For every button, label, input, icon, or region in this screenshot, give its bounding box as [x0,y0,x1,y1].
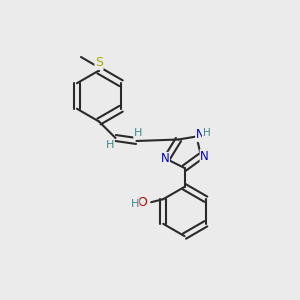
Text: H: H [202,128,210,138]
Text: O: O [137,196,147,209]
Text: H: H [134,128,142,139]
Text: H: H [130,199,139,209]
Text: N: N [196,128,205,142]
Text: S: S [95,56,103,70]
Text: N: N [200,149,209,163]
Text: N: N [160,152,169,166]
Text: H: H [106,140,114,151]
